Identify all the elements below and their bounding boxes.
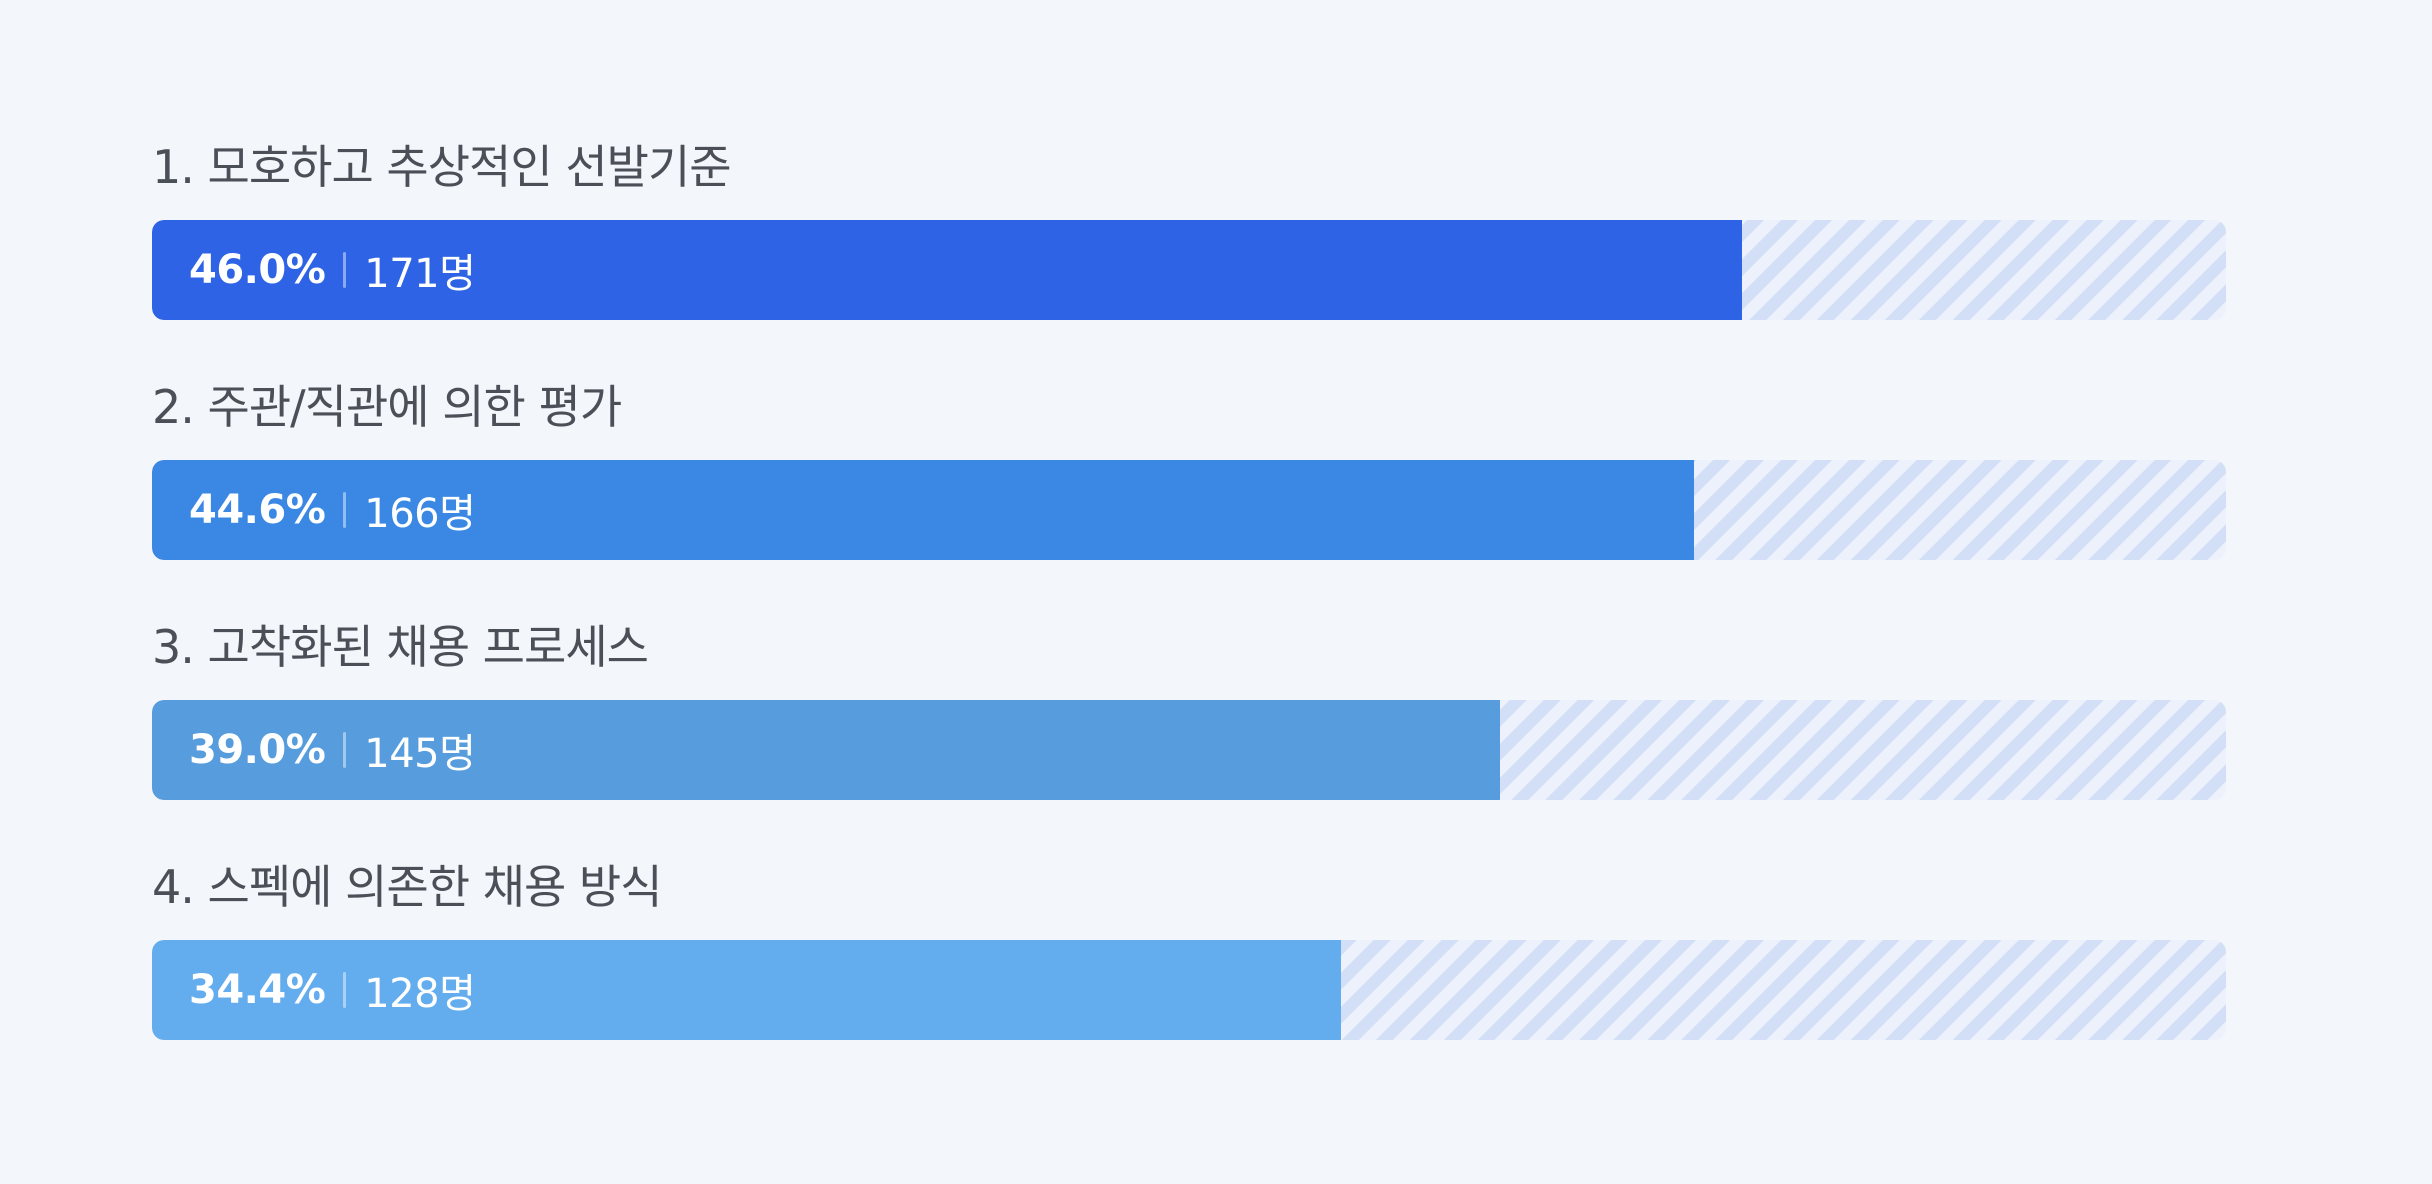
bar-fill [152,940,1342,1040]
chart-item-3: 3. 고착화된 채용 프로세스 39.0% 145명 [152,617,2226,857]
count-label: 171명 [364,251,476,297]
category-label: 4. 스펙에 의존한 채용 방식 [152,860,663,914]
bar-track: 34.4% 128명 [152,940,2226,1040]
bar-track: 44.6% 166명 [152,460,2226,560]
count-label: 166명 [364,491,476,537]
percent-label: 34.4% [189,967,326,1013]
count-label: 145명 [364,731,476,777]
chart-item-2: 2. 주관/직관에 의한 평가 44.6% 166명 [152,377,2226,617]
count-label: 128명 [364,971,476,1017]
bar-track: 39.0% 145명 [152,700,2226,800]
bar-fill [152,460,1694,560]
category-label: 1. 모호하고 추상적인 선발기준 [152,140,732,194]
chart-item-1: 1. 모호하고 추상적인 선발기준 46.0% 171명 [152,137,2226,377]
divider [343,252,347,288]
chart-item-4: 4. 스펙에 의존한 채용 방식 34.4% 128명 [152,857,2226,1097]
bar-value-group: 34.4% 128명 [189,940,476,1040]
bar-value-group: 46.0% 171명 [189,220,476,320]
bar-fill [152,700,1501,800]
category-label: 3. 고착화된 채용 프로세스 [152,620,649,674]
bar-value-group: 44.6% 166명 [189,460,476,560]
horizontal-bar-chart: 1. 모호하고 추상적인 선발기준 46.0% 171명 2. 주관/직관에 의… [152,137,2226,1097]
divider [343,492,347,528]
percent-label: 39.0% [189,727,326,773]
percent-label: 46.0% [189,247,326,293]
bar-value-group: 39.0% 145명 [189,700,476,800]
percent-label: 44.6% [189,487,326,533]
bar-fill [152,220,1743,320]
bar-track: 46.0% 171명 [152,220,2226,320]
divider [343,732,347,768]
category-label: 2. 주관/직관에 의한 평가 [152,380,622,434]
divider [343,972,347,1008]
